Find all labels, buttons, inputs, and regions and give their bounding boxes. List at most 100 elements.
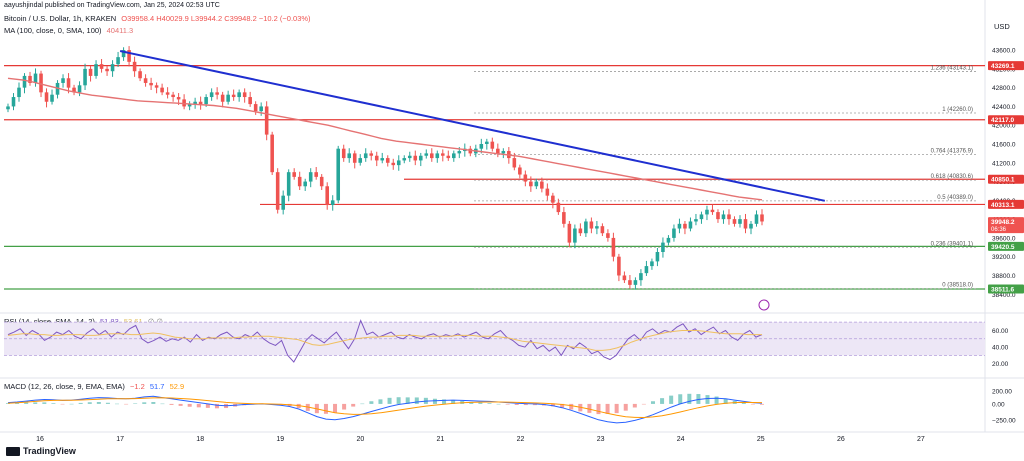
rsi-legend[interactable]: RSI (14, close, SMA, 14, 2) 51.83 53.61 … (4, 317, 166, 326)
macd-histogram-bar (24, 402, 29, 404)
y-tick-label: 42800.0 (992, 85, 1016, 92)
candle-body (666, 237, 671, 243)
candle-body (424, 153, 429, 156)
candle-body (182, 99, 186, 107)
ma-value: 40411.3 (106, 26, 134, 35)
candle-body (83, 68, 87, 86)
candle-body (710, 209, 715, 213)
candle-body (628, 280, 632, 285)
candle-body (215, 92, 219, 95)
candle-body (633, 280, 638, 285)
candle-body (551, 195, 555, 203)
price-axis-label-bg (988, 241, 1024, 251)
candle-body (132, 61, 137, 72)
ma-label: MA (100, close, 0, SMA, 100) (4, 26, 102, 35)
macd-histogram-bar (133, 403, 138, 404)
macd-y-tick: −250.00 (992, 417, 1016, 424)
macd-histogram-bar (124, 403, 129, 405)
candle-body (176, 97, 181, 100)
candle-body (237, 92, 241, 98)
macd-histogram-bar (560, 403, 565, 408)
macd-histogram-bar (396, 397, 401, 404)
countdown-label: 06:36 (991, 227, 1007, 233)
macd-histogram-bar (532, 403, 537, 406)
candle-body (44, 92, 49, 102)
candle-body (578, 228, 583, 234)
macd-histogram-bar (514, 403, 519, 405)
candle-body (402, 158, 407, 161)
price-axis-label: 39948.2 (991, 219, 1015, 226)
macd-histogram-bar (714, 396, 719, 404)
candle-body (699, 214, 704, 220)
tradingview-icon (6, 446, 20, 456)
y-tick-label: 43600.0 (992, 48, 1016, 55)
macd-histogram-bar (451, 399, 456, 404)
candle-body (435, 153, 440, 159)
candle-body (694, 219, 698, 222)
macd-histogram-bar (196, 403, 201, 408)
author-line: aayushjindal published on TradingView.co… (4, 2, 220, 9)
macd-histogram-bar (569, 403, 574, 410)
candle-body (138, 71, 142, 79)
macd-signal-line (7, 397, 763, 419)
candle-body (121, 50, 126, 58)
price-axis-label-bg (988, 284, 1024, 294)
price-axis-label-bg (988, 217, 1024, 234)
candle-body (50, 94, 54, 102)
candle-body (589, 221, 594, 229)
candle-body (727, 214, 731, 220)
fib-level-label: 0.618 (40830.6) (931, 174, 973, 180)
macd-line (7, 395, 763, 424)
candle-body (688, 221, 693, 229)
y-tick-label: 42400.0 (992, 104, 1016, 111)
x-tick-label: 23 (597, 436, 605, 443)
candle-body (28, 75, 32, 83)
candle-body (716, 212, 720, 220)
price-axis-label: 38511.6 (991, 287, 1015, 294)
macd-legend[interactable]: MACD (12, 26, close, 9, EMA, EMA) −1.2 5… (4, 382, 187, 391)
candle-body (127, 50, 131, 62)
macd-histogram-bar (78, 402, 83, 404)
candle-body (738, 219, 742, 224)
candle-body (275, 172, 280, 210)
macd-histogram-bar (342, 403, 347, 410)
symbol-line: Bitcoin / U.S. Dollar, 1h, KRAKEN O39958… (4, 14, 314, 23)
macd-signal-value: 52.9 (169, 382, 185, 391)
candle-body (567, 223, 572, 243)
symbol-name[interactable]: Bitcoin / U.S. Dollar, 1h, KRAKEN (4, 14, 117, 23)
ma-legend[interactable]: MA (100, close, 0, SMA, 100) 40411.3 (4, 26, 136, 35)
candle-body (303, 181, 307, 187)
candle-body (749, 223, 753, 229)
candle-body (677, 223, 682, 229)
macd-histogram-bar (614, 403, 619, 414)
candle-body (198, 101, 203, 105)
rsi-label: RSI (14, close, SMA, 14, 2) (4, 317, 95, 326)
candle-body (204, 97, 208, 105)
candle-body (248, 97, 252, 105)
candle-body (606, 233, 610, 238)
candle-body (573, 228, 577, 243)
macd-histogram-bar (605, 403, 610, 414)
macd-histogram-bar (369, 401, 374, 404)
macd-histogram-bar (33, 402, 38, 404)
macd-histogram-bar (151, 402, 156, 404)
candle-body (187, 104, 192, 107)
candle-body (534, 181, 539, 187)
macd-histogram-bar (414, 397, 419, 404)
candle-body (352, 153, 357, 163)
fib-level-label: 1 (42260.0) (942, 107, 973, 113)
candle-body (760, 214, 764, 222)
candle-body (705, 209, 709, 215)
candle-body (468, 148, 473, 154)
macd-histogram-bar (650, 401, 655, 404)
candle-body (754, 214, 759, 224)
candle-body (242, 92, 247, 98)
candle-body (529, 181, 533, 187)
candle-body (622, 275, 627, 281)
macd-histogram-bar (87, 402, 92, 404)
candle-body (485, 141, 489, 144)
candle-body (545, 188, 550, 196)
macd-histogram-bar (669, 395, 674, 404)
candle-body (540, 181, 544, 189)
